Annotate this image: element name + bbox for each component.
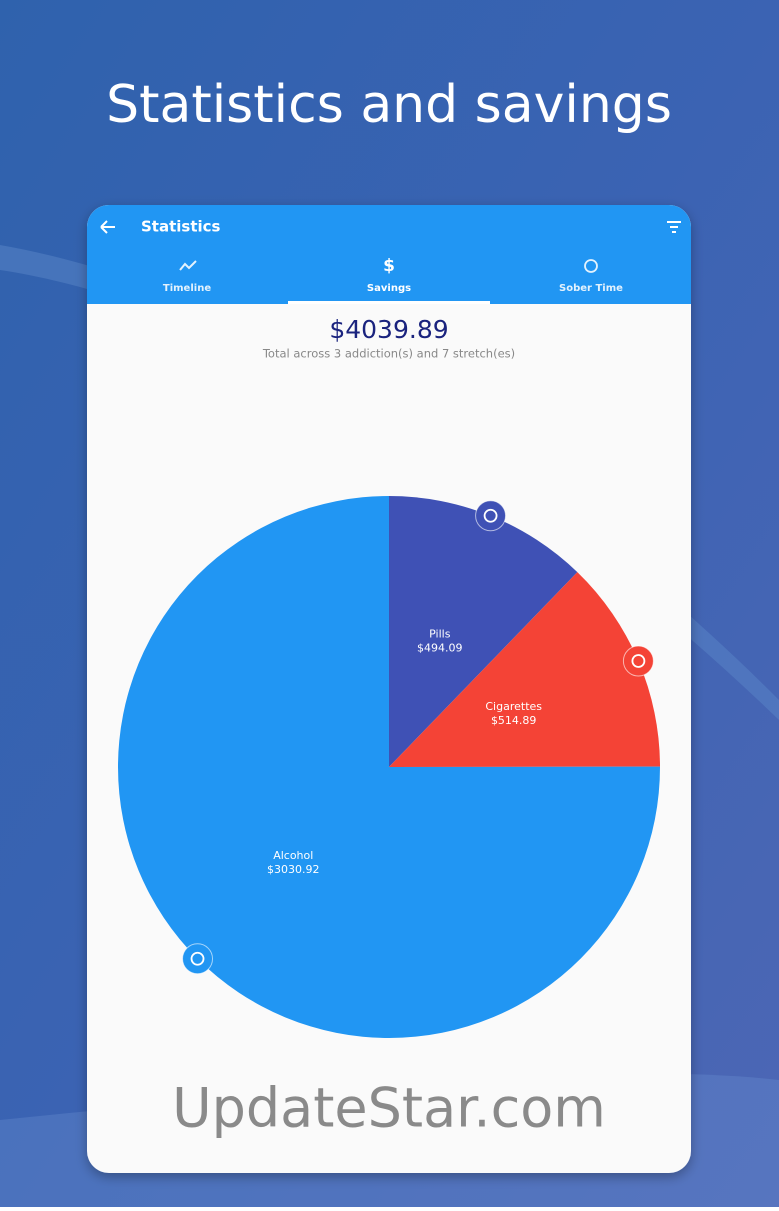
savings-icon: $: [383, 256, 395, 276]
slice-icon-glyph: [631, 654, 646, 668]
slice-icon-glyph: [483, 508, 498, 523]
back-button[interactable]: [100, 220, 115, 234]
slice-icon: [475, 500, 507, 532]
headline: Statistics and savings: [106, 75, 672, 135]
filter-button[interactable]: [667, 221, 681, 233]
pie-slice: [389, 496, 578, 767]
app-bar-title: Statistics: [141, 218, 221, 236]
slice-icon: [182, 943, 214, 975]
slice-value: $514.89: [491, 714, 537, 727]
tab-indicator: [288, 301, 490, 304]
total-savings: $4039.89: [329, 315, 448, 344]
pie-chart: Pills$494.09 Cigarettes$514.89 Alcohol$303…: [118, 496, 661, 1038]
alarm-icon: [584, 259, 598, 273]
watermark: UpdateStar.com: [172, 1077, 606, 1140]
pie-slice: [118, 496, 661, 1038]
app-bar: [87, 205, 691, 304]
slice-icon: [622, 645, 654, 677]
timeline-icon: [179, 260, 197, 271]
tab[interactable]: Timeline: [163, 283, 211, 294]
pie-slice: [389, 572, 660, 767]
slice-value: $3030.92: [267, 863, 320, 876]
slice-label: Cigarettes: [485, 700, 542, 713]
slice-label: Alcohol: [273, 849, 313, 862]
total-subtitle: Total across 3 addiction(s) and 7 stretc…: [262, 347, 515, 361]
slice-value: $494.09: [417, 641, 463, 654]
tab[interactable]: Sober Time: [559, 283, 623, 294]
tab[interactable]: Savings: [367, 283, 411, 294]
slice-icon-glyph: [190, 951, 205, 966]
slice-label: Pills: [429, 627, 451, 640]
